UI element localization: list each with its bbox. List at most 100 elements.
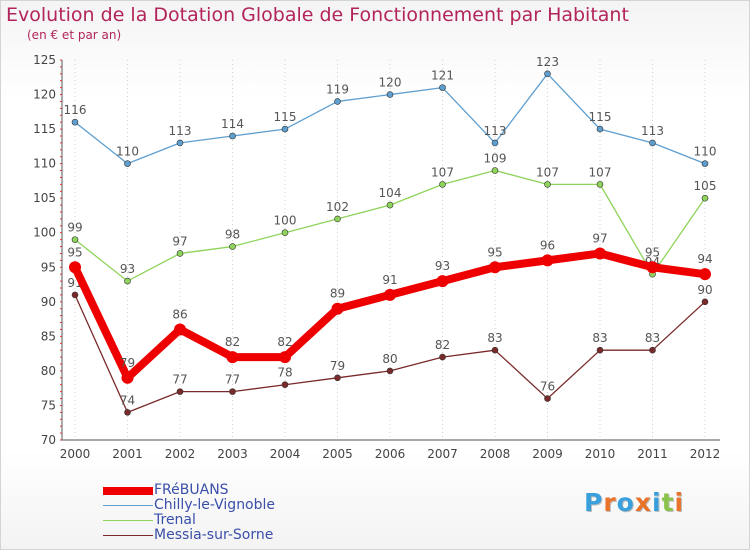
logo-letter: r — [603, 488, 617, 517]
data-label-messia-sur-sorne: 83 — [487, 331, 502, 345]
data-point-messia-sur-sorne — [649, 346, 656, 354]
legend-label-messia-sur-sorne: Messia-sur-Sorne — [154, 527, 274, 543]
legend-label-chilly-le-vignoble: Chilly-le-Vignoble — [154, 497, 276, 513]
data-point-chilly-le-vignoble — [124, 160, 131, 167]
data-point-chilly-le-vignoble — [281, 125, 289, 133]
data-point-fr-buans — [279, 351, 291, 364]
data-point-trenal — [124, 277, 131, 285]
data-point-messia-sur-sorne — [124, 409, 131, 416]
data-label-chilly-le-vignoble: 123 — [536, 55, 559, 69]
data-point-trenal — [281, 229, 289, 237]
data-label-chilly-le-vignoble: 110 — [694, 145, 717, 159]
logo-letter: i — [674, 488, 685, 517]
data-label-chilly-le-vignoble: 116 — [64, 103, 87, 117]
data-label-chilly-le-vignoble: 120 — [379, 76, 402, 90]
data-point-chilly-le-vignoble — [439, 84, 446, 91]
data-label-messia-sur-sorne: 90 — [697, 283, 712, 297]
data-point-messia-sur-sorne — [701, 298, 709, 306]
data-label-trenal: 105 — [694, 179, 717, 193]
data-label-chilly-le-vignoble: 115 — [274, 110, 297, 124]
x-tick-label: 2012 — [690, 447, 721, 461]
data-point-fr-buans — [699, 268, 711, 281]
data-label-chilly-le-vignoble: 114 — [221, 117, 244, 131]
data-point-messia-sur-sorne — [491, 346, 499, 354]
data-label-trenal: 107 — [589, 165, 612, 179]
data-label-messia-sur-sorne: 83 — [645, 331, 660, 345]
data-point-fr-buans — [384, 288, 396, 301]
data-point-fr-buans — [69, 261, 81, 274]
logo-letter: x — [634, 488, 652, 517]
data-point-trenal — [386, 201, 394, 209]
data-point-chilly-le-vignoble — [544, 70, 551, 78]
data-label-chilly-le-vignoble: 113 — [169, 124, 192, 138]
data-label-trenal: 100 — [274, 214, 297, 228]
data-label-trenal: 97 — [172, 234, 187, 248]
data-label-chilly-le-vignoble: 113 — [641, 124, 664, 138]
data-point-fr-buans — [121, 371, 134, 384]
data-label-trenal: 93 — [120, 262, 135, 276]
x-tick-label: 2001 — [112, 447, 143, 461]
data-label-chilly-le-vignoble: 110 — [116, 145, 139, 159]
data-point-chilly-le-vignoble — [176, 139, 184, 147]
data-label-trenal: 99 — [67, 221, 82, 235]
data-label-fr-buans: 82 — [277, 335, 292, 349]
x-tick-label: 2003 — [217, 447, 248, 461]
data-label-trenal: 109 — [484, 152, 507, 166]
data-label-messia-sur-sorne: 74 — [120, 393, 135, 407]
y-tick-label: 90 — [41, 295, 56, 309]
data-label-trenal: 98 — [225, 228, 240, 242]
data-point-trenal — [701, 194, 709, 202]
legend-swatch-messia-sur-sorne — [103, 535, 153, 536]
data-point-chilly-le-vignoble — [229, 132, 236, 140]
logo-letter: i — [652, 488, 662, 517]
data-label-fr-buans: 95 — [645, 245, 660, 259]
data-point-chilly-le-vignoble — [71, 118, 79, 126]
data-label-fr-buans: 91 — [382, 273, 397, 287]
data-point-messia-sur-sorne — [71, 291, 79, 299]
y-tick-label: 95 — [41, 260, 56, 274]
data-label-fr-buans: 93 — [435, 259, 450, 273]
y-tick-label: 105 — [33, 191, 56, 205]
data-point-chilly-le-vignoble — [491, 139, 499, 147]
y-tick-label: 110 — [33, 157, 56, 171]
x-tick-label: 2004 — [270, 447, 301, 461]
y-tick-label: 100 — [33, 226, 56, 240]
x-tick-label: 2008 — [480, 447, 511, 461]
data-point-messia-sur-sorne — [544, 395, 551, 402]
data-label-messia-sur-sorne: 76 — [540, 380, 555, 394]
data-label-fr-buans: 79 — [120, 356, 135, 370]
data-point-fr-buans — [436, 275, 449, 288]
data-label-chilly-le-vignoble: 119 — [326, 82, 349, 96]
legend-swatch-trenal — [103, 520, 153, 521]
x-tick-label: 2007 — [427, 447, 458, 461]
data-point-trenal — [439, 181, 446, 188]
data-label-trenal: 102 — [326, 200, 349, 214]
logo-letter: o — [616, 488, 635, 517]
x-tick-label: 2005 — [322, 447, 353, 461]
data-point-fr-buans — [489, 261, 501, 274]
data-label-fr-buans: 96 — [540, 238, 555, 252]
data-label-messia-sur-sorne: 79 — [330, 359, 345, 373]
y-tick-label: 85 — [41, 329, 56, 343]
data-label-chilly-le-vignoble: 115 — [589, 110, 612, 124]
data-label-fr-buans: 86 — [172, 307, 187, 321]
data-label-chilly-le-vignoble: 121 — [431, 69, 454, 83]
data-label-fr-buans: 95 — [67, 245, 82, 259]
proxiti-logo: Proxiti — [584, 488, 684, 517]
plot-area — [62, 60, 720, 440]
data-point-trenal — [176, 250, 184, 257]
data-point-messia-sur-sorne — [176, 388, 184, 395]
legend-swatch-chilly-le-vignoble — [103, 505, 153, 506]
data-point-trenal — [544, 181, 551, 188]
legend-swatch-frebuans — [103, 487, 153, 495]
data-point-chilly-le-vignoble — [649, 139, 656, 147]
data-label-messia-sur-sorne: 77 — [225, 373, 240, 387]
data-point-chilly-le-vignoble — [596, 125, 604, 133]
data-point-messia-sur-sorne — [386, 367, 394, 375]
data-label-trenal: 107 — [431, 165, 454, 179]
data-point-fr-buans — [174, 323, 186, 336]
x-tick-label: 2006 — [375, 447, 406, 461]
data-point-trenal — [334, 215, 341, 223]
y-tick-label: 80 — [41, 364, 56, 378]
